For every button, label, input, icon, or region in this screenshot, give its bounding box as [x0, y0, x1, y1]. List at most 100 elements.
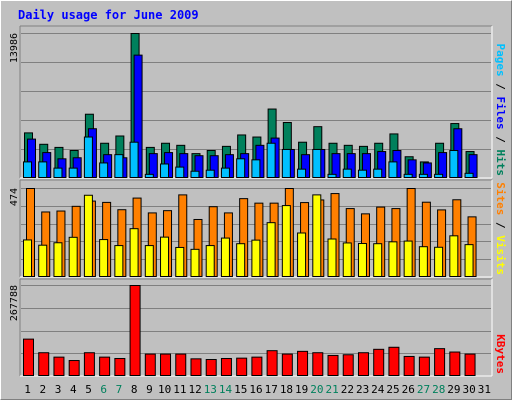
bar-visits	[266, 222, 276, 277]
bar-pages	[251, 159, 261, 179]
bar-pages	[357, 169, 367, 179]
max-label-bottom: 267788	[9, 285, 20, 321]
bar-pages	[190, 170, 200, 178]
bar-kbytes	[190, 358, 202, 377]
bar-pages	[53, 167, 63, 179]
chart-title: Daily usage for June 2009	[18, 8, 199, 22]
bar-kbytes	[297, 350, 309, 376]
bar-kbytes	[99, 356, 111, 376]
bar-pages	[175, 166, 185, 178]
bar-visits	[114, 245, 124, 277]
day-label: 25	[386, 383, 399, 396]
bar-pages	[236, 158, 246, 178]
day-label: 10	[158, 383, 171, 396]
bar-kbytes	[53, 356, 65, 376]
bar-visits	[327, 238, 337, 277]
bar-pages	[220, 167, 230, 179]
bar-kbytes	[388, 346, 400, 377]
bar-kbytes	[403, 355, 415, 377]
legend-sites: Sites	[494, 182, 507, 215]
bar-kbytes	[144, 353, 156, 376]
bar-pages	[160, 163, 170, 179]
day-label: 24	[371, 383, 385, 396]
bar-pages	[68, 167, 78, 179]
bar-pages	[403, 173, 413, 179]
day-label: 18	[280, 383, 293, 396]
bar-kbytes	[205, 359, 217, 376]
bar-kbytes	[327, 354, 339, 376]
bar-kbytes	[418, 356, 430, 376]
day-label: 11	[173, 383, 186, 396]
legend-visits: Visits	[494, 235, 507, 275]
bar-kbytes	[357, 352, 369, 376]
day-label: 29	[447, 383, 460, 396]
bar-visits	[38, 244, 48, 277]
legend-hits: Hits	[494, 150, 507, 177]
bar-kbytes	[38, 352, 50, 376]
day-label: 27	[417, 383, 430, 396]
bar-visits	[403, 240, 413, 277]
bar-visits	[312, 194, 322, 278]
day-label: 8	[131, 383, 138, 396]
max-label-top: 13986	[9, 33, 20, 63]
day-label: 20	[310, 383, 323, 396]
legend-separator: /	[494, 77, 507, 97]
legend-bottom: KBytes	[494, 334, 507, 374]
bar-pages	[281, 148, 291, 179]
bar-pages	[23, 161, 32, 179]
day-label: 28	[432, 383, 445, 396]
bar-pages	[129, 141, 139, 178]
bar-kbytes	[68, 360, 80, 377]
bar-pages	[418, 173, 428, 179]
bar-visits	[144, 245, 154, 277]
bar-kbytes	[464, 353, 476, 376]
bar-visits	[373, 243, 383, 277]
bar-visits	[83, 194, 93, 277]
bar-visits	[464, 244, 474, 278]
max-label-middle: 474	[9, 188, 20, 206]
day-label: 14	[219, 383, 233, 396]
bar-kbytes	[236, 357, 248, 376]
bar-visits	[175, 246, 185, 278]
bar-visits	[129, 228, 139, 277]
day-label: 22	[341, 383, 354, 396]
day-label: 15	[234, 383, 247, 396]
bar-pages	[297, 168, 307, 178]
bar-kbytes	[281, 353, 293, 376]
day-label: 17	[265, 383, 278, 396]
legend-separator: /	[494, 130, 507, 150]
day-label: 26	[402, 383, 415, 396]
legend-pages: Pages	[494, 44, 507, 77]
day-label: 13	[204, 383, 217, 396]
bar-pages	[205, 169, 215, 179]
bar-kbytes	[342, 354, 354, 377]
bar-pages	[114, 154, 124, 178]
bar-pages	[99, 162, 109, 178]
day-label: 3	[55, 383, 62, 396]
bar-kbytes	[266, 350, 278, 377]
day-label: 30	[463, 383, 476, 396]
bar-kbytes	[434, 348, 446, 376]
bar-kbytes	[114, 357, 126, 376]
bar-kbytes	[312, 352, 324, 376]
bar-pages	[434, 173, 444, 179]
legend-kbytes: KBytes	[494, 334, 507, 374]
bar-pages	[327, 173, 337, 179]
day-label: 5	[85, 383, 92, 396]
bar-kbytes	[83, 352, 95, 376]
day-label: 9	[146, 383, 153, 396]
bar-kbytes	[160, 353, 172, 376]
bar-visits	[297, 232, 307, 277]
bar-visits	[236, 243, 246, 277]
bar-visits	[99, 239, 109, 277]
bar-visits	[53, 242, 63, 278]
day-label: 31	[478, 383, 491, 396]
bar-visits	[190, 248, 200, 278]
day-label: 2	[40, 383, 47, 396]
day-label: 19	[295, 383, 308, 396]
bar-kbytes	[220, 357, 232, 376]
bar-kbytes	[449, 351, 461, 377]
legend-files: Files	[494, 97, 507, 130]
